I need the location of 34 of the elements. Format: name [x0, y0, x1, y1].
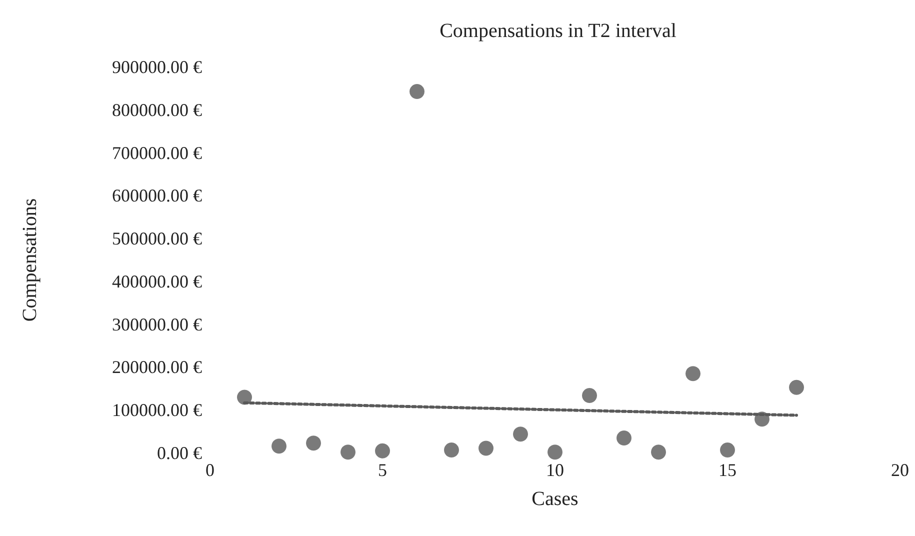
y-tick-label: 600000.00 € [112, 186, 202, 206]
y-tick-label: 300000.00 € [112, 314, 202, 334]
y-tick-label: 400000.00 € [112, 271, 202, 292]
x-tick-label: 10 [546, 460, 564, 480]
point [340, 444, 356, 460]
point [375, 443, 390, 458]
y-tick-label: 100000.00 € [112, 400, 202, 420]
point [651, 444, 666, 460]
x-tick-label: 0 [206, 460, 214, 480]
point [720, 442, 735, 458]
point [582, 388, 597, 404]
point [272, 438, 286, 454]
point [306, 436, 321, 451]
point [444, 442, 459, 458]
x-tick-label: 20 [891, 460, 909, 480]
point [686, 366, 700, 382]
point [616, 430, 632, 446]
point [789, 380, 804, 395]
point [478, 440, 494, 456]
y-tick-label: 900000.00 € [112, 57, 202, 77]
y-tick-label: 700000.00 € [112, 142, 202, 163]
point [513, 426, 528, 442]
y-tick-label: 500000.00 € [112, 228, 202, 249]
x-tick-label: 5 [378, 460, 387, 480]
point [237, 390, 252, 405]
x-axis-title: Cases [532, 488, 579, 510]
y-tick-label: 0.00 € [157, 443, 202, 463]
point [548, 444, 562, 460]
y-axis-title: Compensations [19, 198, 41, 322]
y-tick-label: 800000.00 € [112, 100, 202, 120]
point [410, 84, 424, 99]
x-tick-label: 15 [718, 460, 736, 480]
y-tick-label: 200000.00 € [112, 357, 202, 378]
chart-title: Compensations in T2 interval [440, 20, 677, 42]
